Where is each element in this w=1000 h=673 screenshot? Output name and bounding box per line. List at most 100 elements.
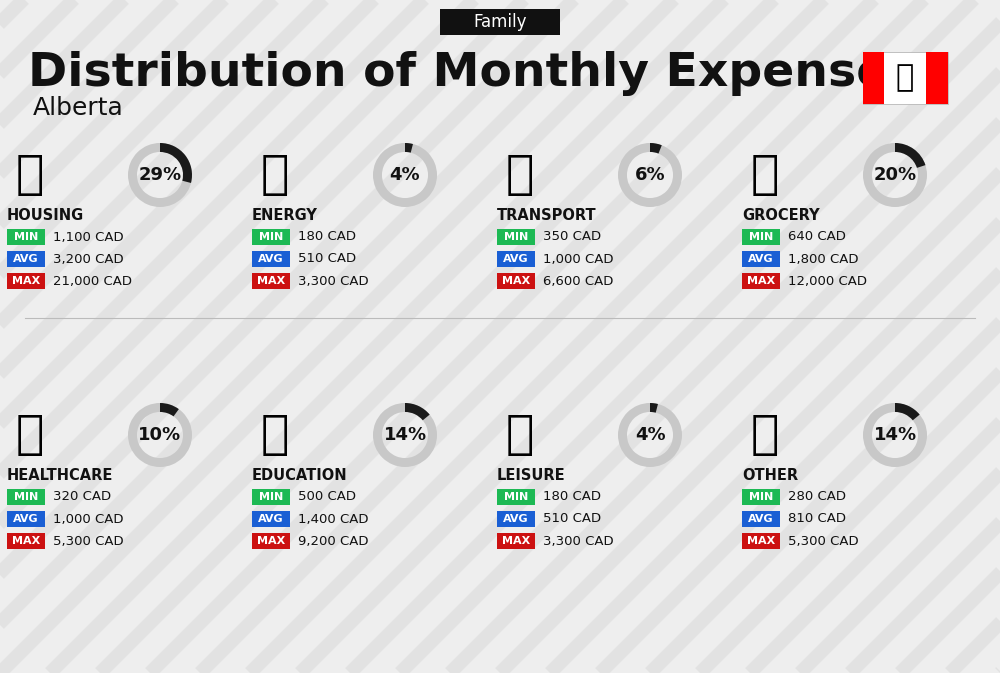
Text: 14%: 14% xyxy=(383,426,427,444)
Text: 🏠: 🏠 xyxy=(261,153,289,197)
FancyBboxPatch shape xyxy=(742,251,780,267)
Text: 510 CAD: 510 CAD xyxy=(543,513,601,526)
Text: 14%: 14% xyxy=(873,426,917,444)
Text: AVG: AVG xyxy=(503,514,529,524)
Wedge shape xyxy=(160,143,192,183)
Text: MIN: MIN xyxy=(749,232,773,242)
Wedge shape xyxy=(863,143,927,207)
Text: HEALTHCARE: HEALTHCARE xyxy=(7,468,113,483)
Text: MAX: MAX xyxy=(502,536,530,546)
Text: HOUSING: HOUSING xyxy=(7,207,84,223)
FancyBboxPatch shape xyxy=(252,533,290,549)
Text: AVG: AVG xyxy=(258,254,284,264)
FancyBboxPatch shape xyxy=(7,229,45,245)
Text: TRANSPORT: TRANSPORT xyxy=(497,207,597,223)
Text: 🚌: 🚌 xyxy=(506,153,534,197)
Text: 1,000 CAD: 1,000 CAD xyxy=(53,513,124,526)
Text: AVG: AVG xyxy=(258,514,284,524)
Text: 5,300 CAD: 5,300 CAD xyxy=(788,534,859,548)
Text: 1,400 CAD: 1,400 CAD xyxy=(298,513,368,526)
Text: AVG: AVG xyxy=(748,514,774,524)
Text: MAX: MAX xyxy=(12,276,40,286)
FancyBboxPatch shape xyxy=(742,229,780,245)
Text: MIN: MIN xyxy=(504,232,528,242)
Text: 1,800 CAD: 1,800 CAD xyxy=(788,252,858,266)
Text: 510 CAD: 510 CAD xyxy=(298,252,356,266)
Text: 280 CAD: 280 CAD xyxy=(788,491,846,503)
Text: OTHER: OTHER xyxy=(742,468,798,483)
FancyBboxPatch shape xyxy=(742,533,780,549)
Text: Distribution of Monthly Expenses: Distribution of Monthly Expenses xyxy=(28,50,916,96)
Text: 🏢: 🏢 xyxy=(16,153,44,197)
FancyBboxPatch shape xyxy=(742,511,780,527)
FancyBboxPatch shape xyxy=(862,52,884,104)
Text: 1,000 CAD: 1,000 CAD xyxy=(543,252,614,266)
Text: 3,200 CAD: 3,200 CAD xyxy=(53,252,124,266)
Text: MIN: MIN xyxy=(504,492,528,502)
FancyBboxPatch shape xyxy=(7,251,45,267)
Text: AVG: AVG xyxy=(748,254,774,264)
Text: 500 CAD: 500 CAD xyxy=(298,491,356,503)
Wedge shape xyxy=(650,143,662,153)
Text: 320 CAD: 320 CAD xyxy=(53,491,111,503)
FancyBboxPatch shape xyxy=(252,511,290,527)
FancyBboxPatch shape xyxy=(7,533,45,549)
Text: Alberta: Alberta xyxy=(33,96,124,120)
Wedge shape xyxy=(128,403,192,467)
Wedge shape xyxy=(373,143,437,207)
Text: MIN: MIN xyxy=(259,492,283,502)
Text: 💰: 💰 xyxy=(751,413,779,458)
Text: MAX: MAX xyxy=(257,536,285,546)
Text: 1,100 CAD: 1,100 CAD xyxy=(53,230,124,244)
Text: 20%: 20% xyxy=(873,166,917,184)
Text: Family: Family xyxy=(473,13,527,31)
Text: 3,300 CAD: 3,300 CAD xyxy=(543,534,614,548)
Text: 💗: 💗 xyxy=(16,413,44,458)
Text: LEISURE: LEISURE xyxy=(497,468,566,483)
Text: MAX: MAX xyxy=(502,276,530,286)
Wedge shape xyxy=(160,403,179,417)
FancyBboxPatch shape xyxy=(742,489,780,505)
FancyBboxPatch shape xyxy=(7,489,45,505)
FancyBboxPatch shape xyxy=(440,9,560,35)
Text: EDUCATION: EDUCATION xyxy=(252,468,348,483)
Text: 4%: 4% xyxy=(390,166,420,184)
Text: 🛒: 🛒 xyxy=(751,153,779,197)
Text: MIN: MIN xyxy=(749,492,773,502)
FancyBboxPatch shape xyxy=(497,229,535,245)
Text: 21,000 CAD: 21,000 CAD xyxy=(53,275,132,287)
Text: MAX: MAX xyxy=(747,536,775,546)
FancyBboxPatch shape xyxy=(7,273,45,289)
FancyBboxPatch shape xyxy=(742,273,780,289)
FancyBboxPatch shape xyxy=(497,251,535,267)
FancyBboxPatch shape xyxy=(497,533,535,549)
Text: MAX: MAX xyxy=(257,276,285,286)
Wedge shape xyxy=(373,403,437,467)
Wedge shape xyxy=(895,403,920,421)
FancyBboxPatch shape xyxy=(7,511,45,527)
Text: 640 CAD: 640 CAD xyxy=(788,230,846,244)
FancyBboxPatch shape xyxy=(497,489,535,505)
Text: GROCERY: GROCERY xyxy=(742,207,820,223)
Text: 🍁: 🍁 xyxy=(896,63,914,92)
Text: ENERGY: ENERGY xyxy=(252,207,318,223)
Wedge shape xyxy=(863,403,927,467)
Wedge shape xyxy=(650,403,658,413)
Text: 6,600 CAD: 6,600 CAD xyxy=(543,275,613,287)
FancyBboxPatch shape xyxy=(497,273,535,289)
Text: MAX: MAX xyxy=(12,536,40,546)
Text: 10%: 10% xyxy=(138,426,182,444)
Wedge shape xyxy=(405,403,430,421)
Text: AVG: AVG xyxy=(503,254,529,264)
Wedge shape xyxy=(405,143,413,153)
Wedge shape xyxy=(618,143,682,207)
Text: AVG: AVG xyxy=(13,254,39,264)
Text: 180 CAD: 180 CAD xyxy=(298,230,356,244)
Text: 9,200 CAD: 9,200 CAD xyxy=(298,534,368,548)
Text: 3,300 CAD: 3,300 CAD xyxy=(298,275,369,287)
Text: 29%: 29% xyxy=(138,166,182,184)
FancyBboxPatch shape xyxy=(252,229,290,245)
Text: MIN: MIN xyxy=(259,232,283,242)
Text: 350 CAD: 350 CAD xyxy=(543,230,601,244)
Text: 6%: 6% xyxy=(635,166,665,184)
